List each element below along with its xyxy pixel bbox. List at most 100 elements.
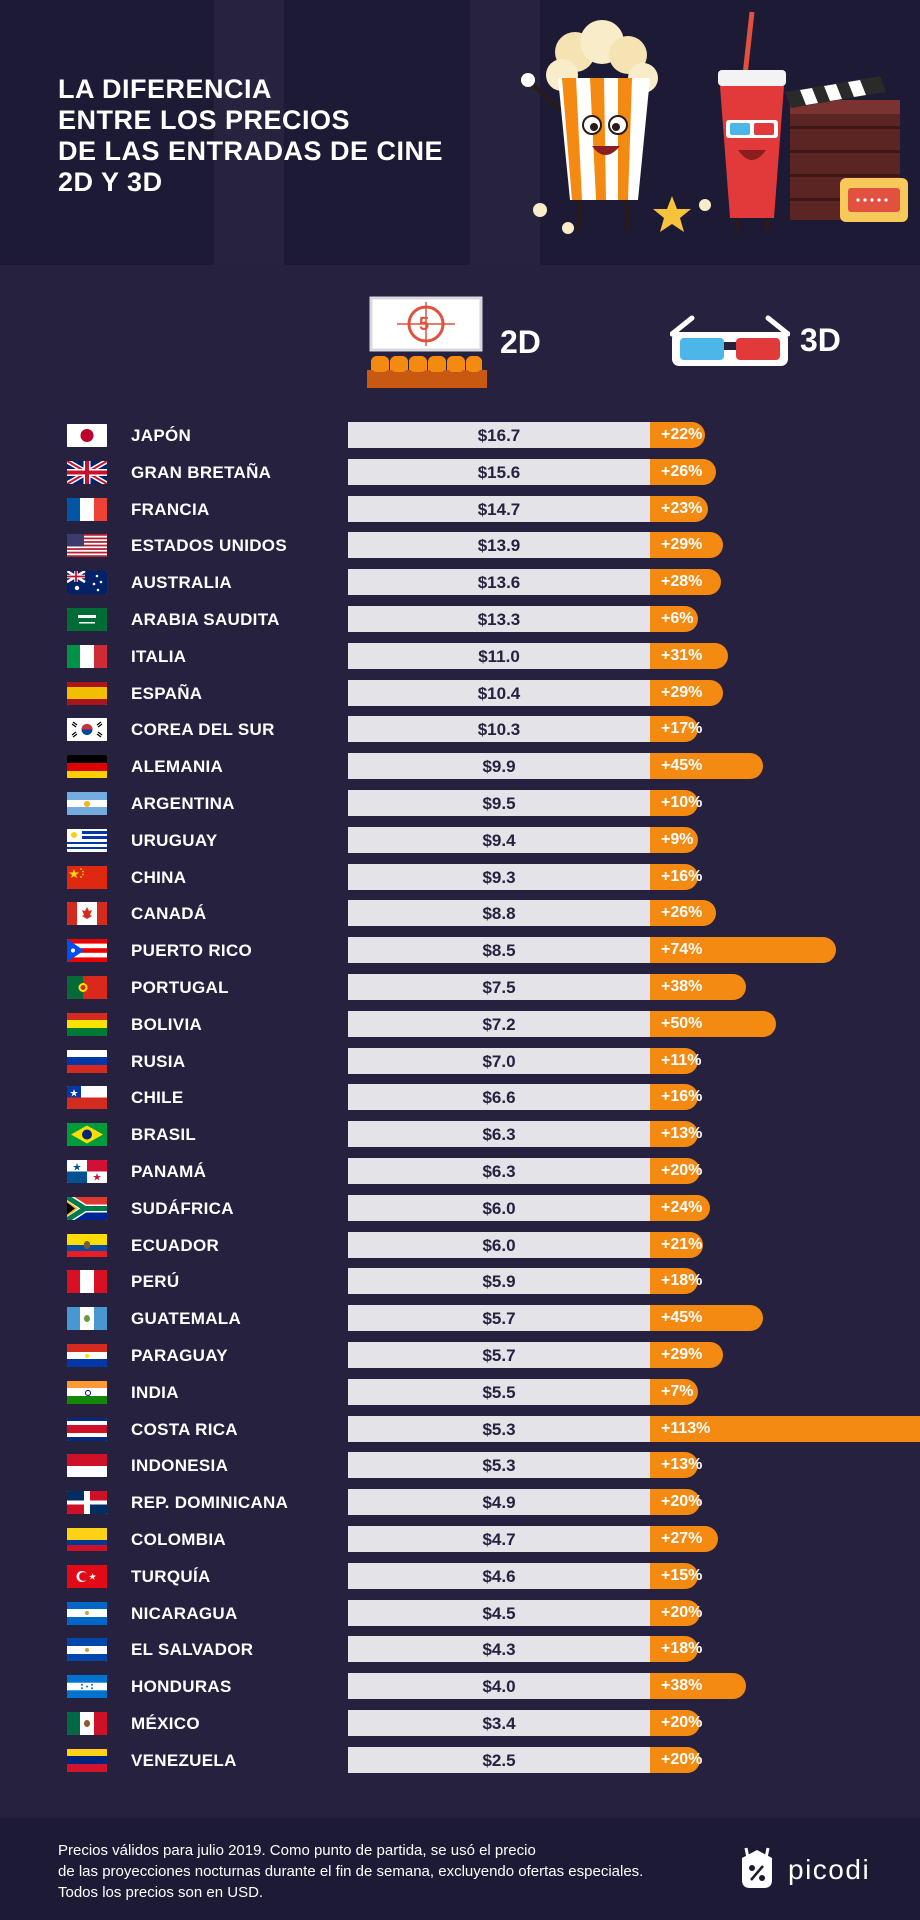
price-2d-label: $7.5 — [482, 978, 516, 997]
bar-3d — [650, 679, 724, 706]
bar-3d — [650, 1305, 764, 1332]
table-row: JAPÓN $16.7 +22% — [0, 421, 920, 449]
table-row: INDONESIA $5.3 +13% — [0, 1451, 920, 1479]
bar-2d — [348, 826, 650, 853]
table-row: SUDÁFRICA $6.0 +24% — [0, 1194, 920, 1222]
price-2d-label: $10.3 — [477, 720, 521, 740]
dominican-republic-flag-icon — [67, 1491, 107, 1515]
country-label: ARGENTINA — [131, 794, 235, 813]
bar-2d — [348, 1121, 650, 1148]
country-label: INDIA — [131, 1382, 179, 1402]
bar-2d — [348, 900, 650, 927]
pct-3d-label: +113% — [661, 1419, 711, 1437]
legend-3d: 3D — [670, 312, 870, 382]
bar-2d — [348, 679, 650, 706]
pct-3d-label: +24% — [661, 1198, 703, 1216]
country-label: EL SALVADOR — [131, 1640, 254, 1660]
table-row: AUSTRALIA $13.6 +28% — [0, 568, 920, 596]
film-strip-decoration — [214, 0, 284, 265]
star-icon — [653, 196, 691, 232]
bar-3d — [650, 1158, 701, 1184]
table-row: CHILE $6.6 +16% — [0, 1083, 920, 1111]
country-label: HONDURAS — [131, 1677, 232, 1697]
pct-3d-label: +29% — [661, 536, 703, 554]
footnote-line: Precios válidos para julio 2019. Como pu… — [58, 1842, 536, 1859]
bar-2d — [348, 1158, 650, 1184]
pct-3d-label: +22% — [661, 426, 703, 443]
country-label: AUSTRALIA — [131, 573, 232, 593]
country-label: COLOMBIA — [131, 1530, 226, 1549]
table-row: COLOMBIA $4.7 +27% — [0, 1525, 920, 1553]
pct-3d-label: +50% — [661, 1014, 703, 1032]
price-2d-label: $5.3 — [482, 1419, 516, 1439]
pct-3d-label: +13% — [661, 1456, 703, 1474]
bar-2d — [348, 1673, 650, 1700]
price-2d-label: $4.7 — [482, 1530, 516, 1549]
pct-3d-label: +11% — [661, 1051, 702, 1069]
pct-3d-label: +29% — [661, 683, 703, 701]
pct-3d-label: +16% — [661, 867, 703, 885]
bar-3d — [650, 1452, 698, 1479]
table-row: URUGUAY $9.4 +9% — [0, 826, 920, 854]
bar-3d — [650, 1378, 698, 1405]
table-row: EL SALVADOR $4.3 +18% — [0, 1635, 920, 1663]
pct-3d-label: +20% — [661, 1750, 703, 1768]
bar-3d — [650, 1415, 920, 1442]
header-banner: LA DIFERENCIA ENTRE LOS PRECIOS DE LAS E… — [0, 0, 920, 265]
table-row: PARAGUAY $5.7 +29% — [0, 1341, 920, 1369]
price-2d-label: $16.7 — [477, 426, 521, 445]
country-label: URUGUAY — [131, 830, 218, 850]
bar-2d — [348, 1452, 650, 1479]
table-row: CANADÁ $8.8 +26% — [0, 899, 920, 927]
united-kingdom-flag-icon — [67, 460, 107, 484]
price-2d-label: $9.5 — [482, 794, 516, 813]
bar-2d — [348, 974, 650, 1000]
bar-3d — [650, 937, 837, 964]
bar-2d — [348, 1710, 650, 1736]
country-label: COREA DEL SUR — [131, 720, 275, 740]
honduras-flag-icon — [67, 1675, 107, 1699]
brazil-flag-icon — [67, 1123, 107, 1147]
film-strip-decoration — [470, 0, 540, 265]
bar-3d — [650, 716, 698, 743]
price-2d-label: $6.3 — [482, 1125, 516, 1145]
price-2d-label: $3.4 — [482, 1714, 516, 1733]
pct-3d-label: +9% — [661, 830, 694, 848]
bar-3d — [650, 569, 721, 596]
footnote: Precios válidos para julio 2019. Como pu… — [58, 1840, 718, 1903]
country-label: CHINA — [131, 867, 187, 887]
price-2d-label: $5.9 — [482, 1272, 516, 1292]
bar-3d — [650, 606, 698, 632]
country-label: GUATEMALA — [131, 1309, 242, 1329]
pct-3d-label: +21% — [661, 1235, 703, 1253]
table-row: CHINA $9.3 +16% — [0, 863, 920, 891]
spain-flag-icon — [67, 681, 107, 705]
table-row: ESPAÑA $10.4 +29% — [0, 679, 920, 707]
pct-3d-label: +6% — [661, 610, 694, 627]
table-row: ARABIA SAUDITA $13.3 +6% — [0, 605, 920, 633]
portugal-flag-icon — [67, 976, 107, 999]
country-label: CANADÁ — [131, 904, 207, 924]
bar-3d — [650, 1231, 703, 1258]
pct-3d-label: +38% — [661, 978, 703, 995]
country-label: ESPAÑA — [131, 683, 203, 703]
price-2d-label: $9.3 — [482, 867, 516, 887]
country-label: GRAN BRETAÑA — [131, 462, 272, 482]
peru-flag-icon — [67, 1270, 107, 1294]
table-row: REP. DOMINICANA $4.9 +20% — [0, 1488, 920, 1516]
pct-3d-label: +74% — [661, 941, 703, 959]
price-2d-label: $5.3 — [482, 1456, 516, 1476]
price-2d-label: $7.0 — [482, 1051, 516, 1071]
pct-3d-label: +17% — [661, 720, 703, 738]
pct-3d-label: +26% — [661, 904, 703, 922]
price-chart: JAPÓN $16.7 +22% GRAN BRETAÑA $15.6 +26% FRANC… — [0, 421, 920, 1773]
bar-2d — [348, 1489, 650, 1516]
ecuador-flag-icon — [67, 1233, 107, 1257]
table-row: GRAN BRETAÑA $15.6 +26% — [0, 458, 920, 486]
bar-3d — [650, 1746, 701, 1773]
pct-3d-label: +28% — [661, 573, 703, 591]
country-label: ESTADOS UNIDOS — [131, 536, 287, 556]
country-label: PERÚ — [131, 1272, 180, 1292]
pct-3d-label: +45% — [661, 757, 703, 775]
bar-2d — [348, 1746, 650, 1773]
